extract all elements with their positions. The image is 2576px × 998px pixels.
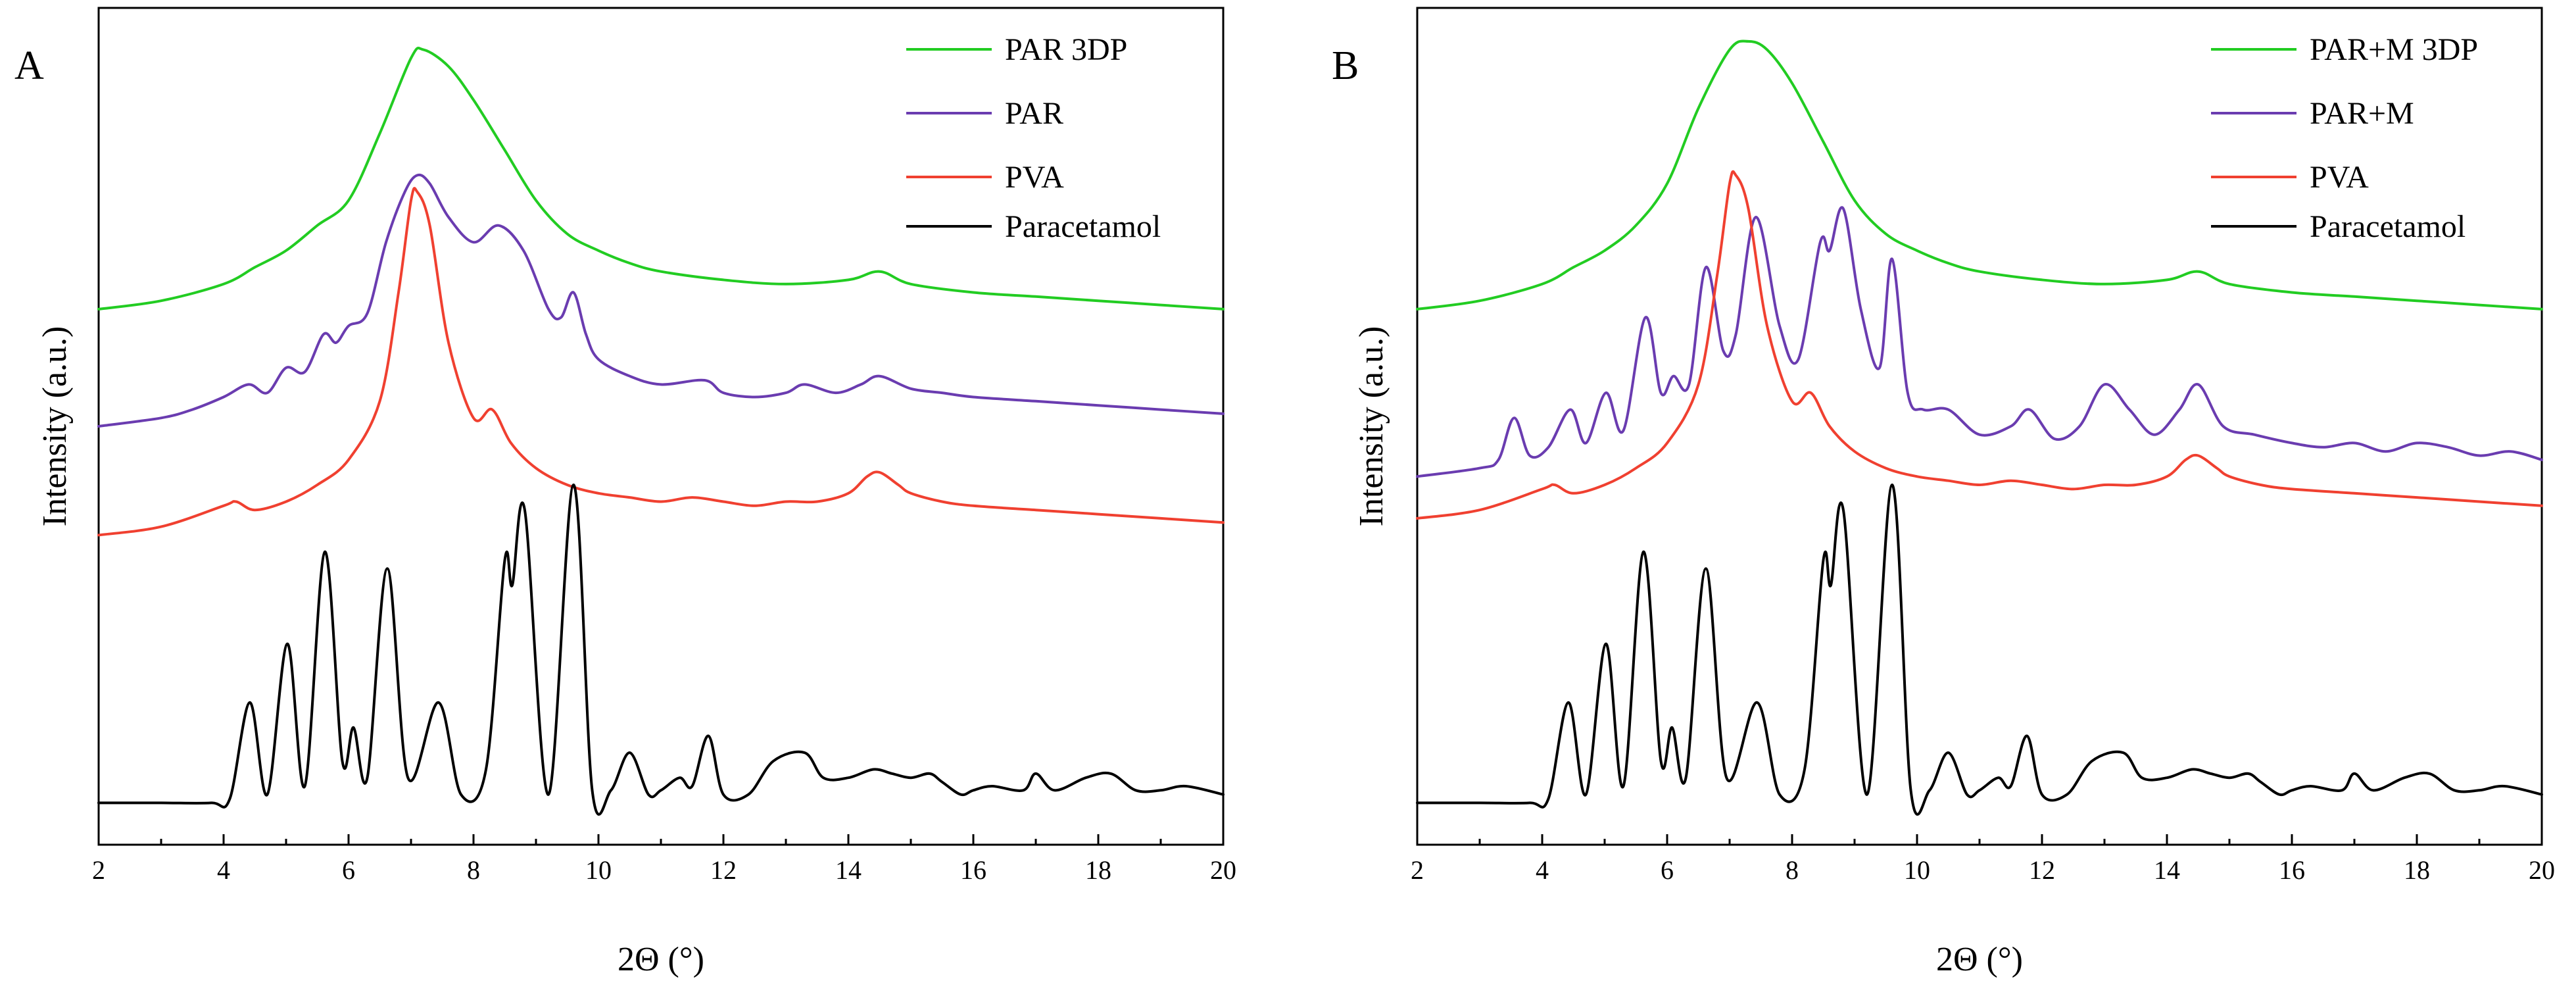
legend-label-par: PAR: [1005, 96, 1063, 131]
series-line-paracetamol-b: [1416, 483, 2543, 816]
legend-label-paracetamol-a: Paracetamol: [1005, 209, 1161, 244]
panel-letter-a: A: [14, 43, 44, 88]
legend-b: PAR+M 3DP PAR+M PVA Paracetamol: [2211, 32, 2478, 244]
series-line-par-3dp-a: [97, 47, 1225, 311]
x-tick-label-8-a: 8: [467, 855, 480, 885]
legend-entry-par: PAR: [906, 96, 1063, 131]
x-tick-label-18-b: 18: [2404, 855, 2430, 885]
x-tick-label-14-b: 14: [2154, 855, 2180, 885]
x-axis-label-a: 2Θ (°): [618, 941, 704, 978]
x-tick-label-18-a: 18: [1085, 855, 1111, 885]
legend-label-par-m-3dp: PAR+M 3DP: [2310, 32, 2478, 67]
x-tick-label-10-a: 10: [585, 855, 612, 885]
legend-entry-par-m-3dp: PAR+M 3DP: [2211, 32, 2478, 67]
x-tick-label-2-b: 2: [1411, 855, 1424, 885]
x-tick-label-6-a: 6: [342, 855, 355, 885]
legend-label-pva-b: PVA: [2310, 160, 2369, 195]
legend-entry-par-3dp: PAR 3DP: [906, 32, 1127, 67]
plot-frame-a: [97, 7, 1225, 846]
legend-entry-paracetamol-a: Paracetamol: [906, 209, 1161, 244]
legend-label-paracetamol-b: Paracetamol: [2310, 209, 2466, 244]
x-tick-label-20-b: 20: [2529, 855, 2555, 885]
y-axis-label-a: Intensity (a.u.): [36, 326, 74, 527]
x-tick-label-2-a: 2: [92, 855, 105, 885]
x-tick-label-16-a: 16: [960, 855, 986, 885]
series-line-par-a: [97, 173, 1225, 428]
x-tick-label-14-a: 14: [835, 855, 862, 885]
x-tick-label-4-a: 4: [217, 855, 230, 885]
legend-label-pva-a: PVA: [1005, 160, 1064, 195]
legend-entry-paracetamol-b: Paracetamol: [2211, 209, 2466, 244]
series-layer-a: [97, 47, 1225, 816]
x-tick-label-12-b: 12: [2029, 855, 2055, 885]
x-tick-label-8-b: 8: [1786, 855, 1799, 885]
legend-entry-par-m: PAR+M: [2211, 96, 2414, 131]
x-tick-label-16-b: 16: [2279, 855, 2305, 885]
x-tick-label-20-a: 20: [1210, 855, 1236, 885]
x-tick-label-12-a: 12: [710, 855, 737, 885]
series-line-pva-b: [1416, 170, 2543, 520]
x-tick-label-4-b: 4: [1536, 855, 1549, 885]
legend-entry-pva-b: PVA: [2211, 160, 2369, 195]
x-tick-label-6-b: 6: [1661, 855, 1674, 885]
series-line-paracetamol-a: [97, 483, 1225, 816]
x-axis-label-b: 2Θ (°): [1936, 941, 2023, 978]
panel-a: A Intensity (a.u.) 2Θ (°) 2 4 6 8 10 12 14 16 18…: [14, 7, 1236, 978]
legend-entry-pva-a: PVA: [906, 160, 1064, 195]
legend-a: PAR 3DP PAR PVA Paracetamol: [906, 32, 1161, 244]
x-tick-label-10-b: 10: [1904, 855, 1930, 885]
x-ticks-a: 2 4 6 8 10 12 14 16 18 20: [92, 834, 1236, 885]
panel-b: B Intensity (a.u.) 2Θ (°) 2 4 6 8 10 12 14 16 18…: [1332, 7, 2555, 978]
series-layer-b: [1416, 39, 2543, 816]
panel-letter-b: B: [1332, 43, 1359, 88]
legend-label-par-m: PAR+M: [2310, 96, 2414, 131]
series-line-par-m-3dp-b: [1416, 39, 2543, 311]
x-ticks-b: 2 4 6 8 10 12 14 16 18 20: [1411, 834, 2555, 885]
plot-frame-b: [1416, 7, 2543, 846]
series-line-par-m-b: [1416, 206, 2543, 478]
y-axis-label-b: Intensity (a.u.): [1353, 326, 1390, 527]
legend-label-par-3dp: PAR 3DP: [1005, 32, 1127, 67]
series-line-pva-a: [97, 187, 1225, 537]
